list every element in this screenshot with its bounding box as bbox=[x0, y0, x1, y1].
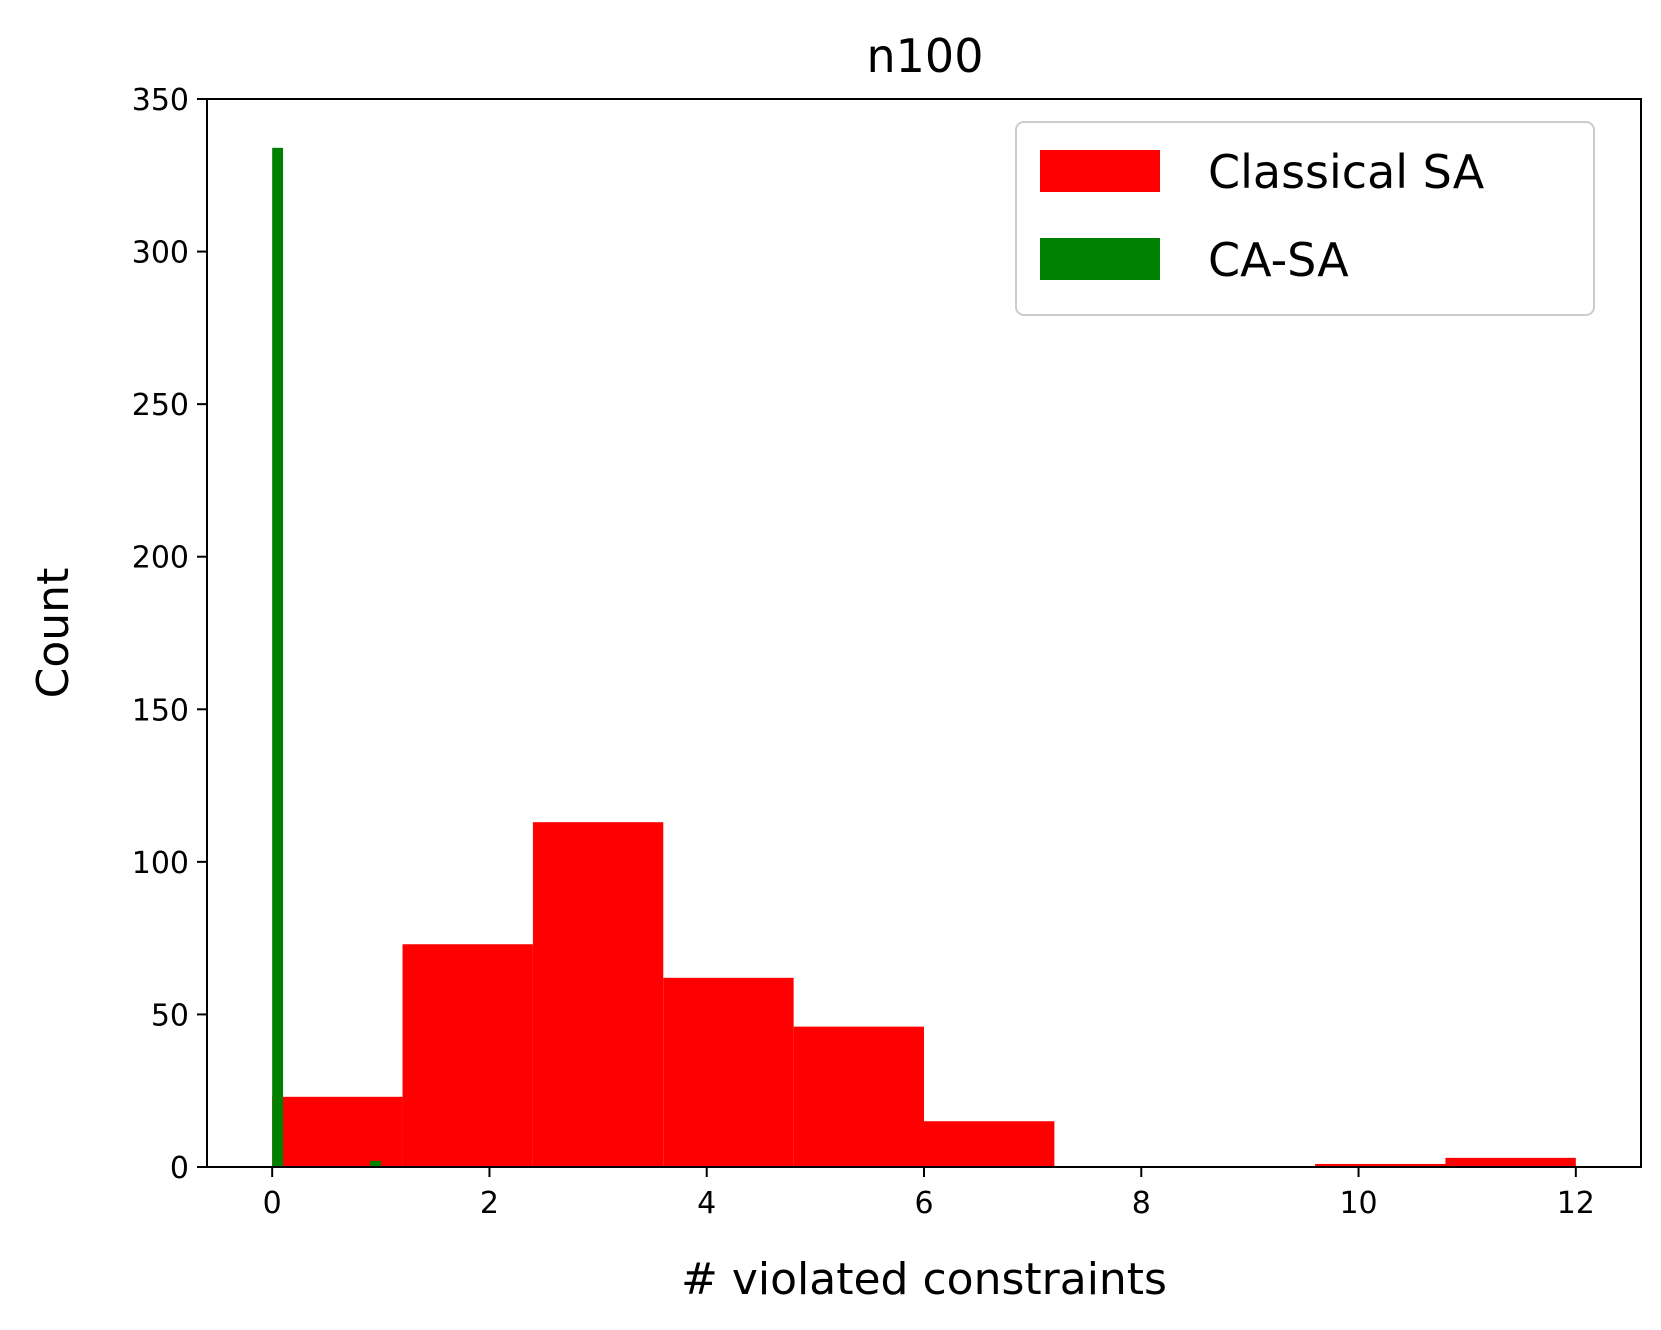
bar-classical-sa-4 bbox=[793, 1026, 924, 1167]
legend-label-classical-sa: Classical SA bbox=[1208, 145, 1485, 199]
x-tick-label: 10 bbox=[1339, 1186, 1377, 1221]
y-tick-label: 350 bbox=[132, 83, 189, 118]
y-tick-label: 50 bbox=[151, 998, 189, 1033]
y-tick-label: 250 bbox=[132, 388, 189, 423]
x-tick-label: 12 bbox=[1557, 1186, 1595, 1221]
bar-classical-sa-5 bbox=[924, 1121, 1055, 1167]
bar-classical-sa-0 bbox=[272, 1096, 403, 1167]
legend-box bbox=[1015, 121, 1595, 316]
legend-swatch-ca-sa bbox=[1040, 238, 1160, 280]
x-tick-label: 0 bbox=[263, 1186, 282, 1221]
legend-swatch-classical-sa bbox=[1040, 150, 1160, 192]
bar-classical-sa-9 bbox=[1445, 1157, 1576, 1167]
y-tick-label: 0 bbox=[170, 1151, 189, 1186]
y-tick-label: 300 bbox=[132, 236, 189, 271]
x-tick-label: 2 bbox=[480, 1186, 499, 1221]
bars-layer bbox=[272, 147, 1576, 1167]
x-tick-label: 4 bbox=[697, 1186, 716, 1221]
bar-classical-sa-8 bbox=[1315, 1163, 1446, 1167]
bar-ca-sa-1 bbox=[369, 1160, 381, 1167]
x-tick-label: 8 bbox=[1132, 1186, 1151, 1221]
y-axis-title: Count bbox=[28, 568, 79, 699]
y-tick-label: 200 bbox=[132, 541, 189, 576]
bar-ca-sa-0 bbox=[272, 147, 284, 1167]
y-tick-label: 150 bbox=[132, 693, 189, 728]
y-axis-ticks: 0 50 100 150 200 250 300 350 bbox=[132, 83, 207, 1186]
x-axis-ticks: 0 2 4 6 8 10 12 bbox=[263, 1167, 1595, 1221]
legend: Classical SA CA-SA bbox=[1015, 121, 1595, 316]
x-axis-title: # violated constraints bbox=[681, 1254, 1167, 1305]
x-tick-label: 6 bbox=[914, 1186, 933, 1221]
legend-label-ca-sa: CA-SA bbox=[1208, 233, 1349, 287]
y-tick-label: 100 bbox=[132, 846, 189, 881]
bar-classical-sa-2 bbox=[532, 822, 664, 1167]
bar-classical-sa-3 bbox=[663, 977, 794, 1167]
chart-title: n100 bbox=[867, 29, 984, 83]
bar-classical-sa-1 bbox=[402, 944, 533, 1167]
